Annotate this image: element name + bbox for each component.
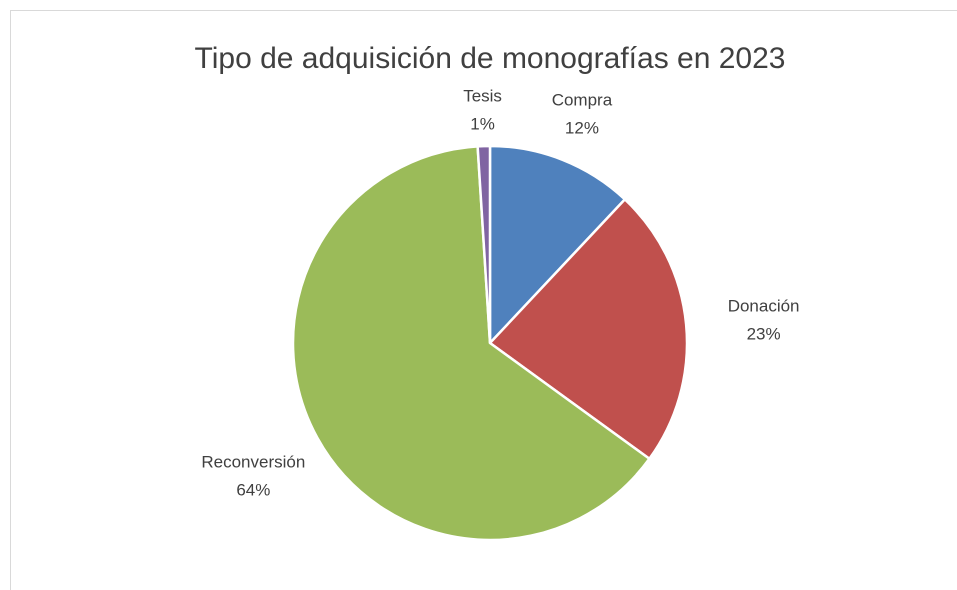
pie-slice — [488, 144, 627, 347]
category-label: Tesis — [463, 86, 502, 105]
pie-slice — [476, 144, 492, 344]
category-label: Donación — [728, 297, 800, 316]
value-label: 1% — [470, 114, 495, 133]
category-label: Compra — [552, 90, 613, 109]
pie-slice — [291, 145, 652, 542]
chart-title: Tipo de adquisición de monografías en 20… — [195, 42, 786, 75]
value-label: 12% — [565, 118, 599, 137]
value-label: 23% — [747, 325, 781, 344]
pie-slice — [488, 197, 689, 461]
category-label: Reconversión — [201, 453, 305, 472]
value-label: 64% — [236, 481, 270, 500]
